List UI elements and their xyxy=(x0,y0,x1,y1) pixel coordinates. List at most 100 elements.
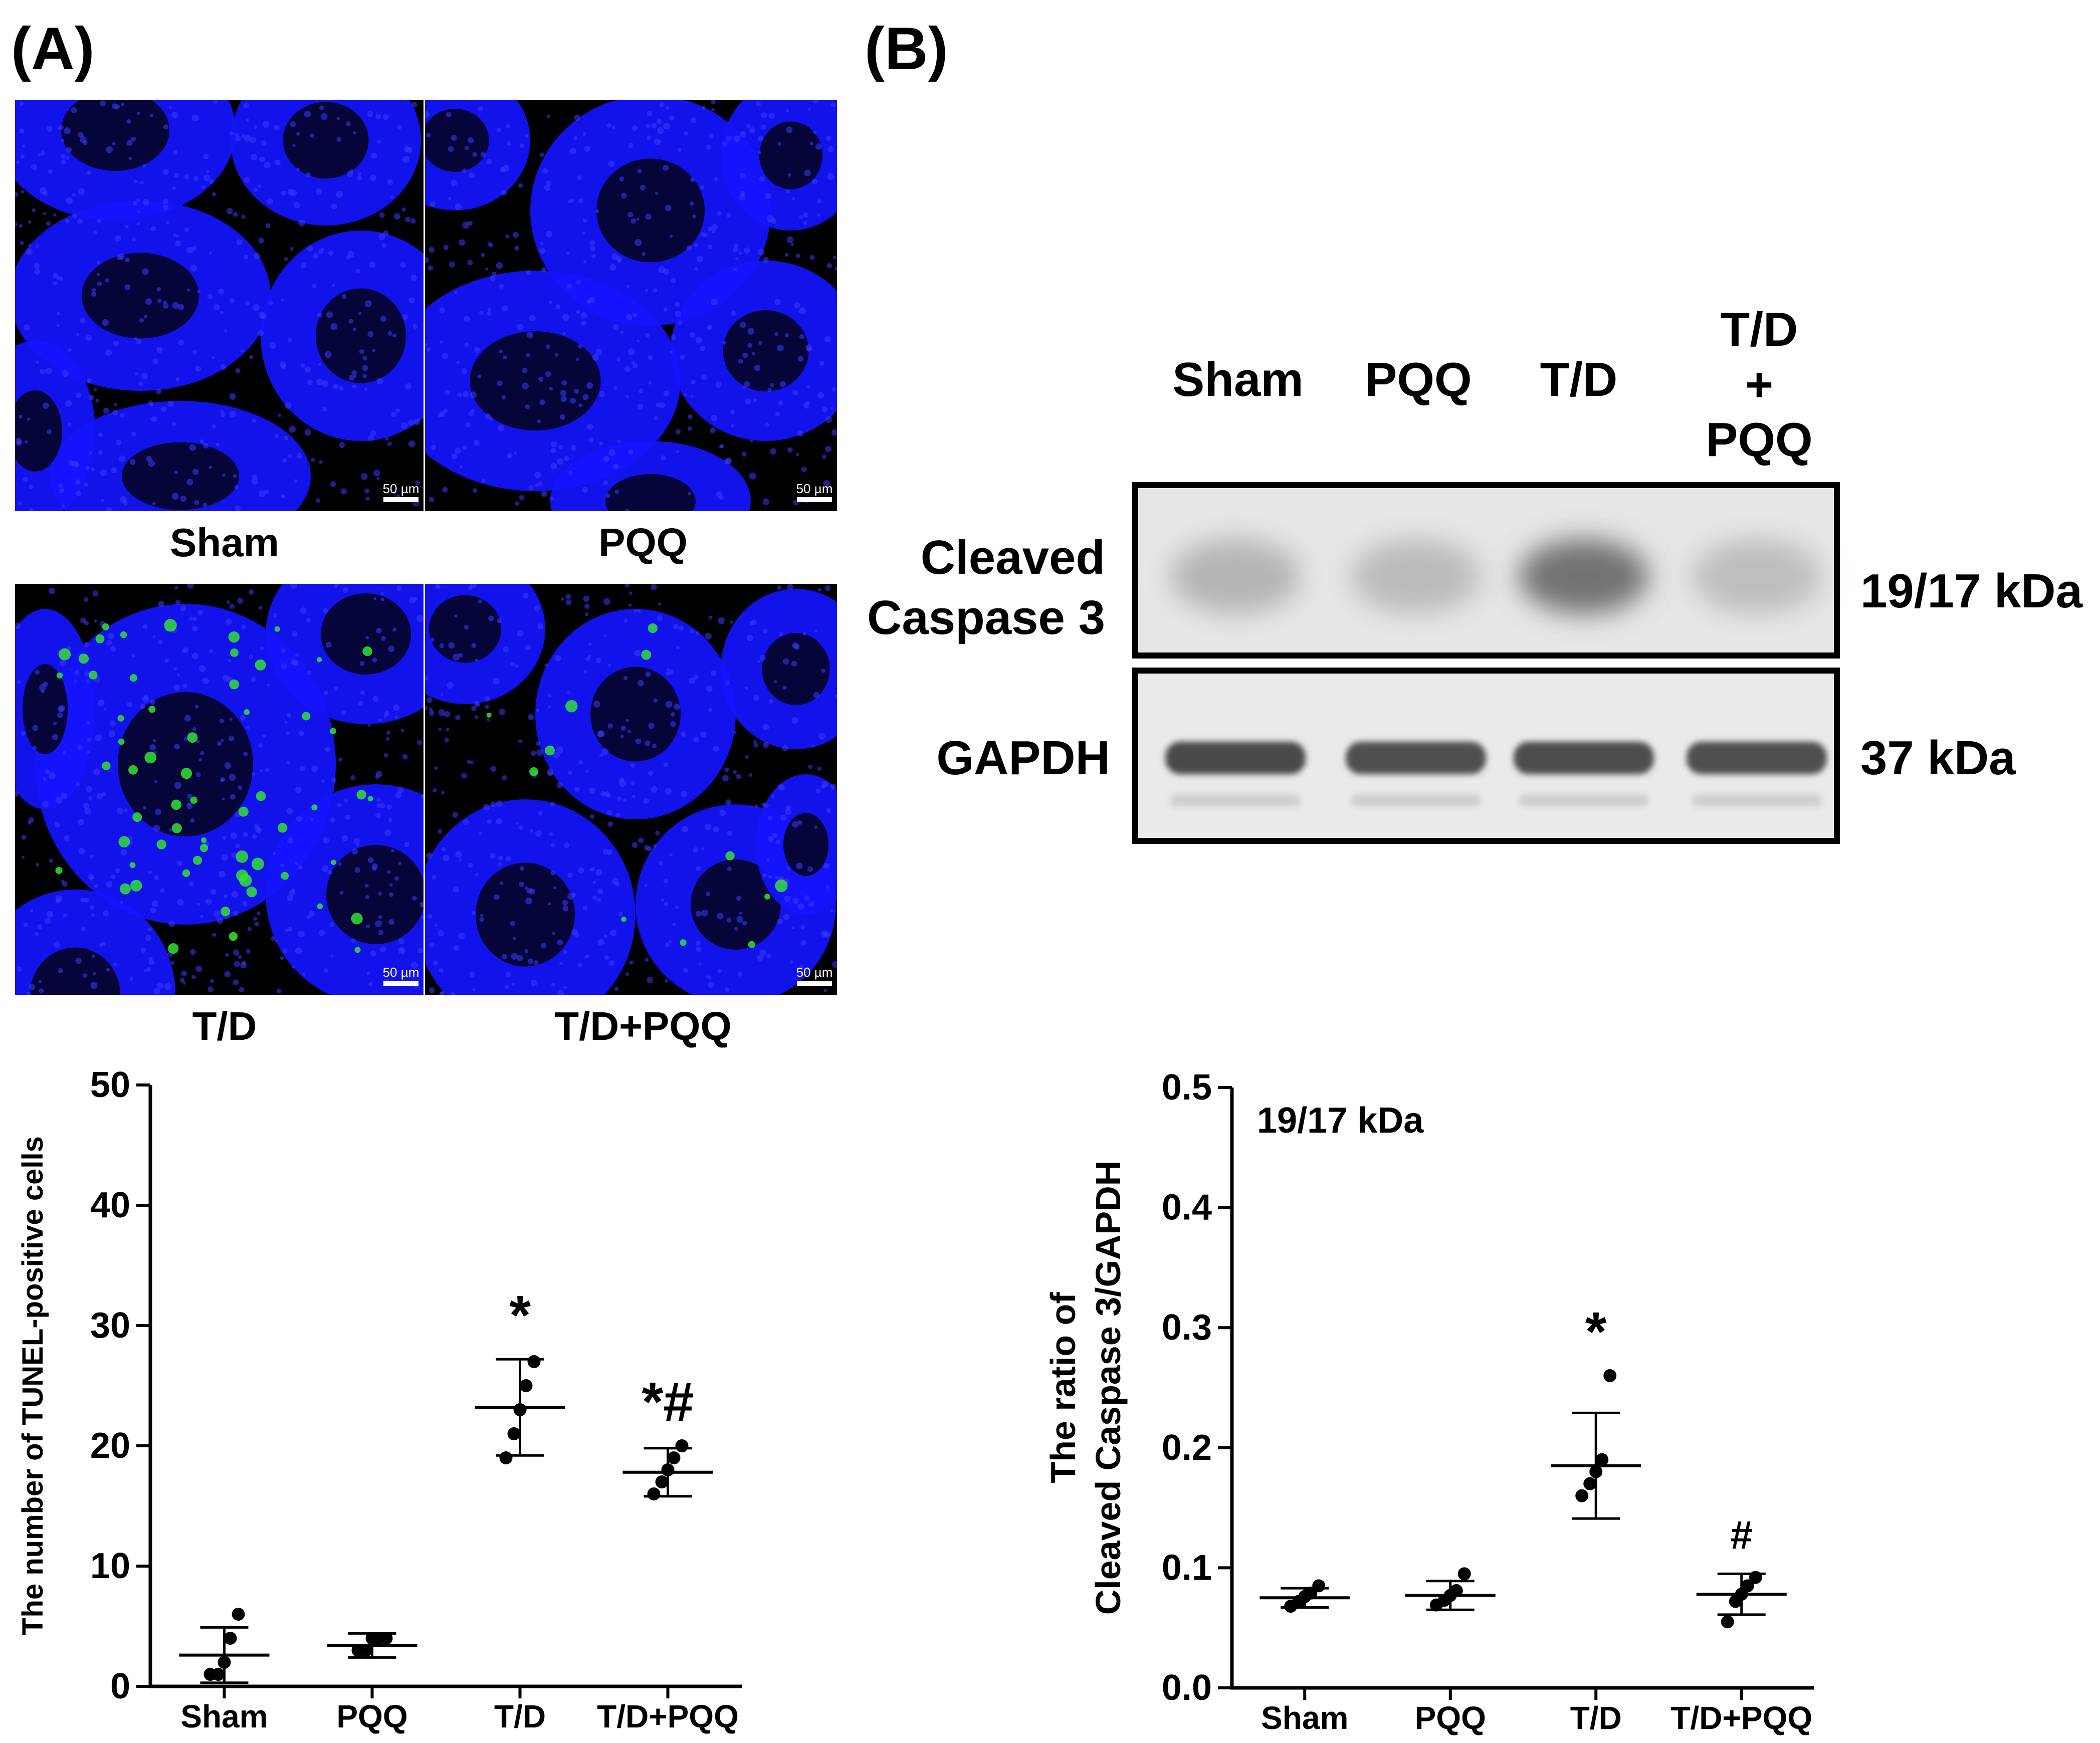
western-blot xyxy=(1132,482,1840,844)
lane-label-td-pqq-line3: PQQ xyxy=(1706,413,1812,467)
series-T/D: * xyxy=(475,1284,565,1464)
inset-label: 19/17 kDa xyxy=(1257,1101,1424,1141)
y-tick-label: 0 xyxy=(110,1666,130,1706)
micrograph-caption-sham: Sham xyxy=(170,520,279,565)
y-tick-label: 0.4 xyxy=(1162,1188,1212,1228)
gapdh-bands xyxy=(1165,742,1827,807)
scale-bar xyxy=(383,497,418,502)
tubule-lumen xyxy=(283,102,369,179)
lane-label-td: T/D xyxy=(1540,353,1618,406)
y-axis-label-line: The ratio of xyxy=(1043,1292,1083,1483)
tubule-lumen xyxy=(425,109,489,172)
data-point xyxy=(499,1451,513,1464)
caspase3-band xyxy=(1519,539,1649,614)
tubule-lumen xyxy=(118,692,253,836)
data-point xyxy=(212,1668,225,1681)
data-point xyxy=(218,1656,231,1669)
data-point xyxy=(1457,1567,1471,1581)
lane-label-pqq: PQQ xyxy=(1365,353,1472,406)
y-tick-label: 0.0 xyxy=(1162,1668,1212,1708)
series-T/D+PQQ: *# xyxy=(622,1371,713,1500)
micrograph-caption-pqq: PQQ xyxy=(598,520,688,565)
blot-size-caspase3: 19/17 kDa xyxy=(1860,564,2083,618)
caspase3-bands xyxy=(1170,539,1822,614)
x-tick-label: T/D+PQQ xyxy=(597,1698,739,1734)
y-tick-label: 0.3 xyxy=(1162,1308,1212,1348)
data-point xyxy=(519,1379,533,1392)
tubule-lumen xyxy=(476,862,575,967)
y-tick-label: 30 xyxy=(90,1305,130,1346)
x-tick-label: PQQ xyxy=(336,1698,407,1734)
y-tick-label: 10 xyxy=(90,1546,130,1586)
data-point xyxy=(1741,1579,1754,1593)
series-PQQ xyxy=(327,1632,417,1659)
data-point xyxy=(1749,1571,1762,1584)
data-point xyxy=(527,1355,541,1368)
y-tick-label: 20 xyxy=(90,1426,130,1466)
micrograph-1: 50 µm xyxy=(15,100,424,511)
data-point xyxy=(232,1608,245,1621)
blot-row-label-gapdh: GAPDH xyxy=(936,731,1110,785)
micrograph-2: 50 µm xyxy=(425,100,837,511)
nuclei-texture xyxy=(425,100,837,511)
tubule-lumen xyxy=(691,859,781,950)
lane-label-td-pqq-line2: + xyxy=(1745,358,1773,411)
significance-annotation: * xyxy=(509,1284,531,1346)
series-T/D: * xyxy=(1551,1301,1641,1520)
data-point xyxy=(379,1632,393,1645)
micrograph-4: 50 µm xyxy=(425,584,837,995)
series-Sham xyxy=(179,1608,270,1684)
data-point xyxy=(647,1487,661,1500)
tubule-lumen xyxy=(316,288,406,383)
y-tick-label: 0.5 xyxy=(1162,1067,1212,1108)
significance-annotation: # xyxy=(1731,1512,1753,1557)
data-point xyxy=(661,1463,675,1476)
tubule-lumen xyxy=(61,100,169,171)
tubule-lumen xyxy=(605,474,696,511)
tubule-lumen xyxy=(596,158,705,263)
y-axis-label: The number of TUNEL-positive cells xyxy=(17,1136,49,1635)
y-tick-label: 0.2 xyxy=(1162,1428,1212,1468)
nuclei-texture xyxy=(15,100,421,511)
micrograph-3: 50 µm xyxy=(15,584,424,995)
y-tick-label: 0.1 xyxy=(1162,1548,1212,1588)
tunel-count-chart: 0 10 20 30 40 50 Sham PQQ T/D T/D+PQQ * *# The numbe… xyxy=(17,1065,742,1734)
data-point xyxy=(1603,1369,1617,1383)
tubule-lumen xyxy=(723,310,809,391)
blot-row-label-caspase3-line2: Caspase 3 xyxy=(867,591,1105,644)
data-point xyxy=(655,1475,669,1488)
gapdh-faint-band xyxy=(1519,794,1649,807)
data-point xyxy=(1595,1453,1609,1466)
tubule-lumen xyxy=(82,253,199,339)
data-point xyxy=(675,1439,689,1452)
tunel-signal xyxy=(55,619,373,954)
tunel-signal xyxy=(486,623,788,948)
gapdh-faint-band xyxy=(1692,794,1822,807)
caspase3-ratio-chart: 0.0 0.1 0.2 0.3 0.4 0.5 Sham PQQ T/D T/D+PQQ * # The… xyxy=(1043,1067,1814,1736)
data-point xyxy=(667,1451,681,1464)
scale-bar xyxy=(383,981,418,986)
data-point xyxy=(1721,1615,1734,1629)
scale-bar xyxy=(797,497,832,502)
panel-a-label: (A) xyxy=(11,15,95,82)
blot-row-label-caspase3-line1: Cleaved xyxy=(921,531,1105,584)
micrograph-caption-td-pqq: T/D+PQQ xyxy=(554,1004,731,1048)
tubule-lumen xyxy=(783,813,828,876)
blot-lane-headers: Sham PQQ T/D T/D + PQQ xyxy=(1172,303,1812,467)
x-tick-label: T/D xyxy=(1570,1700,1622,1736)
data-point xyxy=(359,1644,373,1657)
micrograph-caption-td: T/D xyxy=(192,1004,257,1048)
scale-bar-label: 50 µm xyxy=(383,481,419,496)
series-PQQ xyxy=(1405,1567,1496,1612)
panel-b-label: (B) xyxy=(865,15,948,82)
x-tick-label: Sham xyxy=(180,1698,268,1734)
gapdh-band xyxy=(1687,742,1827,774)
x-tick-label: Sham xyxy=(1261,1700,1348,1736)
tubule-lumen xyxy=(326,845,424,944)
tubule-lumen xyxy=(470,331,601,430)
significance-annotation: *# xyxy=(642,1371,694,1433)
x-tick-label: PQQ xyxy=(1415,1700,1486,1736)
data-point xyxy=(1589,1465,1603,1478)
y-tick-label: 50 xyxy=(90,1065,130,1105)
